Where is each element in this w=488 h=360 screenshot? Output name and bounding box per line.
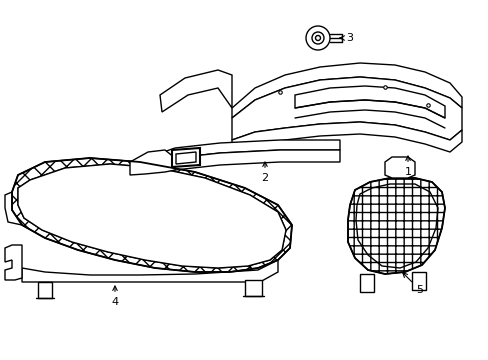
Circle shape [311,32,324,44]
Polygon shape [359,274,373,292]
Text: 4: 4 [111,286,118,307]
Text: 1: 1 [404,156,411,177]
Polygon shape [411,272,425,290]
Polygon shape [294,86,444,118]
Circle shape [305,26,329,50]
Polygon shape [384,157,414,178]
Polygon shape [130,150,175,175]
Polygon shape [18,164,285,268]
Polygon shape [5,192,22,225]
Polygon shape [18,164,285,268]
Text: 3: 3 [339,33,353,43]
Polygon shape [244,280,262,296]
Polygon shape [231,63,461,118]
Polygon shape [231,122,461,152]
Polygon shape [172,148,200,167]
Polygon shape [12,158,291,272]
Polygon shape [355,184,437,268]
Polygon shape [22,260,278,282]
Polygon shape [38,282,52,298]
Polygon shape [347,178,444,274]
Polygon shape [160,70,231,112]
Text: 2: 2 [261,162,268,183]
Polygon shape [231,77,461,140]
Polygon shape [176,152,196,164]
Circle shape [315,36,320,41]
Polygon shape [155,140,339,158]
Polygon shape [5,245,22,280]
Text: 5: 5 [402,273,423,295]
Polygon shape [155,150,339,170]
